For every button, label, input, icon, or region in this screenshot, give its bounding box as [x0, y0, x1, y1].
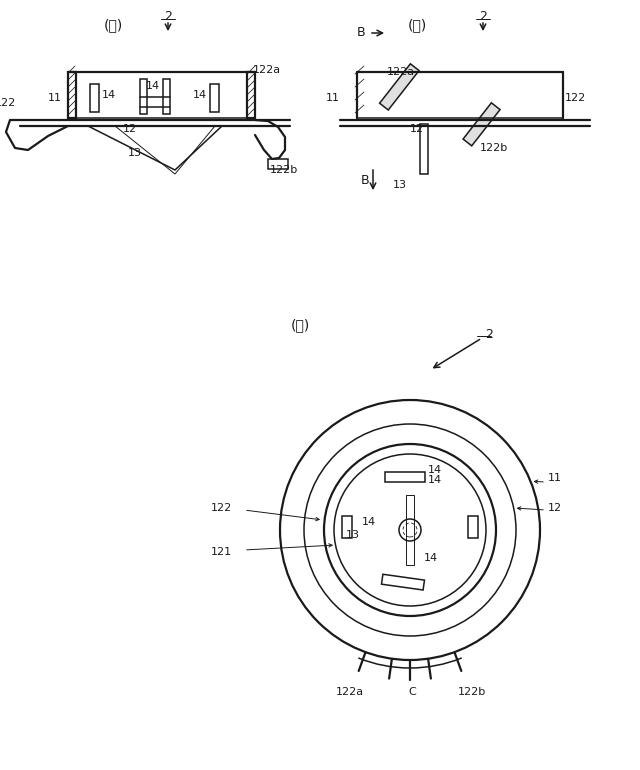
Text: 2: 2 — [485, 329, 493, 342]
Text: 122a: 122a — [387, 67, 415, 77]
Text: 13: 13 — [346, 530, 360, 540]
Text: 12: 12 — [410, 124, 424, 134]
Bar — [381, 574, 424, 590]
Bar — [342, 516, 352, 538]
Text: 2: 2 — [164, 11, 172, 24]
Bar — [268, 159, 288, 169]
Text: 12: 12 — [548, 503, 562, 513]
Bar — [68, 72, 76, 118]
Text: 12: 12 — [123, 124, 137, 134]
Text: 122a: 122a — [253, 65, 281, 75]
Text: 122: 122 — [211, 503, 232, 513]
Bar — [385, 472, 425, 482]
Bar — [247, 72, 255, 118]
Text: B: B — [357, 26, 365, 39]
Text: 14: 14 — [102, 90, 116, 100]
Text: 14: 14 — [428, 475, 442, 485]
Text: (ハ): (ハ) — [104, 18, 123, 32]
Bar — [468, 516, 478, 538]
Bar — [163, 79, 170, 114]
Text: 14: 14 — [193, 90, 207, 100]
Text: 122: 122 — [0, 98, 16, 108]
Text: 122b: 122b — [458, 687, 486, 697]
Text: 11: 11 — [48, 93, 62, 103]
Text: 122b: 122b — [270, 165, 298, 175]
Text: C: C — [408, 687, 416, 697]
Bar — [140, 79, 147, 114]
Bar — [90, 84, 99, 112]
Text: (イ): (イ) — [408, 18, 427, 32]
Text: 13: 13 — [393, 180, 407, 190]
Bar — [210, 84, 219, 112]
Text: 14: 14 — [362, 517, 376, 527]
Text: B: B — [361, 173, 370, 186]
Text: 2: 2 — [479, 11, 487, 24]
Text: 11: 11 — [326, 93, 340, 103]
Text: 122b: 122b — [480, 143, 508, 153]
Bar — [406, 495, 414, 565]
Text: (ロ): (ロ) — [291, 318, 310, 332]
Text: 14: 14 — [424, 553, 438, 563]
Text: 13: 13 — [128, 148, 142, 158]
Text: 14: 14 — [428, 465, 442, 475]
Bar — [463, 103, 500, 146]
Bar — [420, 124, 428, 174]
Text: 122: 122 — [565, 93, 586, 103]
Text: 122a: 122a — [336, 687, 364, 697]
Text: 121: 121 — [211, 547, 232, 557]
Bar — [380, 64, 419, 110]
Text: 11: 11 — [548, 473, 562, 483]
Text: 14: 14 — [146, 81, 160, 91]
